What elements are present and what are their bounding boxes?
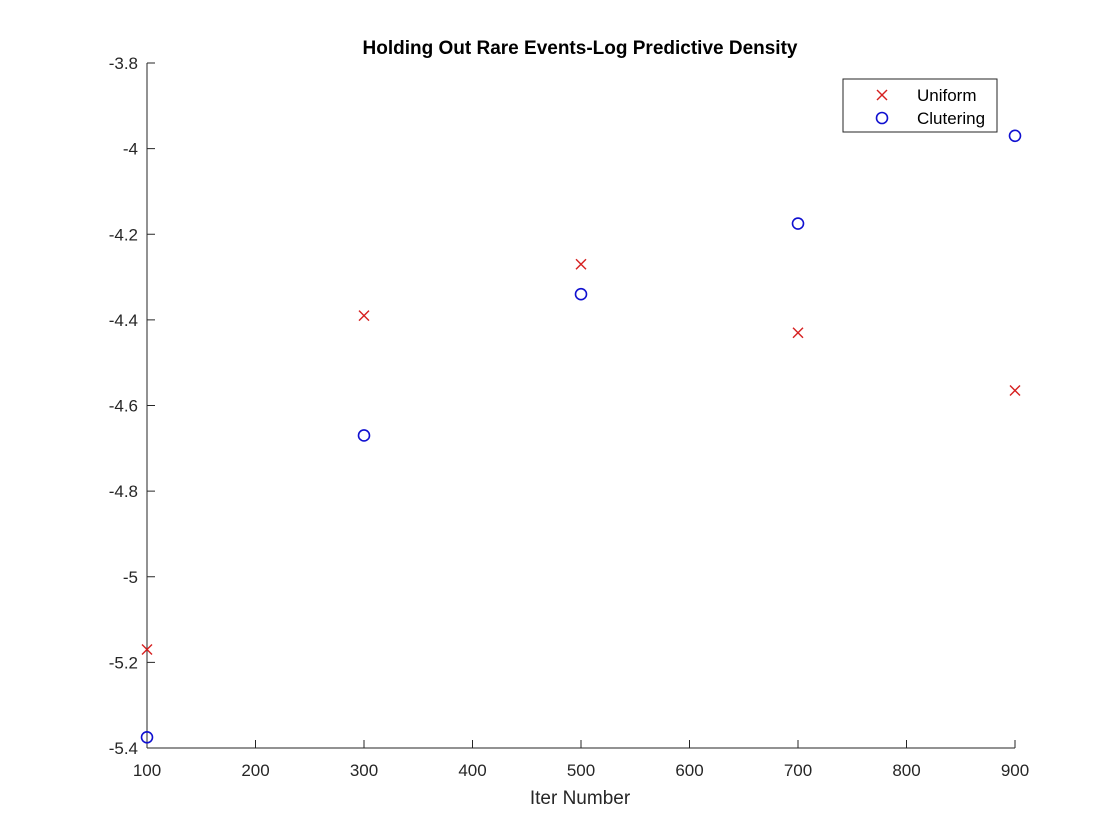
data-point-clutering [357,429,371,442]
data-point-uniform [792,327,804,339]
y-tick-label: -5 [123,568,138,587]
data-point-uniform [141,644,153,656]
y-tick-label: -5.2 [109,653,138,672]
legend-marker-uniform [876,89,888,101]
data-point-uniform-stroke [141,644,153,656]
y-tick-label: -4.6 [109,397,138,416]
y-tick-label: -4.4 [109,311,138,330]
x-tick-label: 700 [784,761,812,780]
data-point-clutering [791,217,805,230]
legend-marker-clutering [875,111,889,125]
data-point-uniform [575,258,587,270]
x-tick-label: 600 [675,761,703,780]
data-point-uniform-stroke [1009,385,1021,397]
data-point-clutering [140,730,154,744]
legend-label-clutering: Clutering [917,109,985,128]
x-tick-label: 400 [458,761,486,780]
data-point-uniform-stroke [792,327,804,339]
series-uniform [141,258,1021,656]
x-tick-label: 100 [133,761,161,780]
x-tick-label: 500 [567,761,595,780]
y-tick-label: -4 [123,140,138,159]
legend-marker-uniform-stroke [876,89,888,101]
data-point-clutering [1008,129,1022,143]
axes: -3.8 -4 -4.2 -4.4 -4.6 -4.8 -5 -5.2 -5.4 100 200 30… [109,54,1029,780]
x-tick-label: 200 [241,761,269,780]
chart-title: Holding Out Rare Events-Log Predictive D… [363,38,798,59]
data-point-uniform-stroke [358,310,370,322]
x-axis-title: Iter Number [530,788,631,809]
series-clutering [140,129,1022,744]
y-tick-label: -5.4 [109,739,138,758]
data-point-uniform [1009,385,1021,397]
data-point-uniform-stroke [575,258,587,270]
y-tick-label: -3.8 [109,54,138,73]
y-tick-label: -4.2 [109,225,138,244]
x-tick-label: 900 [1001,761,1029,780]
data-points [140,129,1022,744]
legend: Uniform Clutering [842,78,998,133]
data-point-clutering [574,287,588,301]
x-tick-label: 300 [350,761,378,780]
x-tick-label: 800 [892,761,920,780]
y-tick-label: -4.8 [109,482,138,501]
legend-box [842,78,998,133]
legend-label-uniform: Uniform [917,86,977,105]
data-point-uniform [358,310,370,322]
